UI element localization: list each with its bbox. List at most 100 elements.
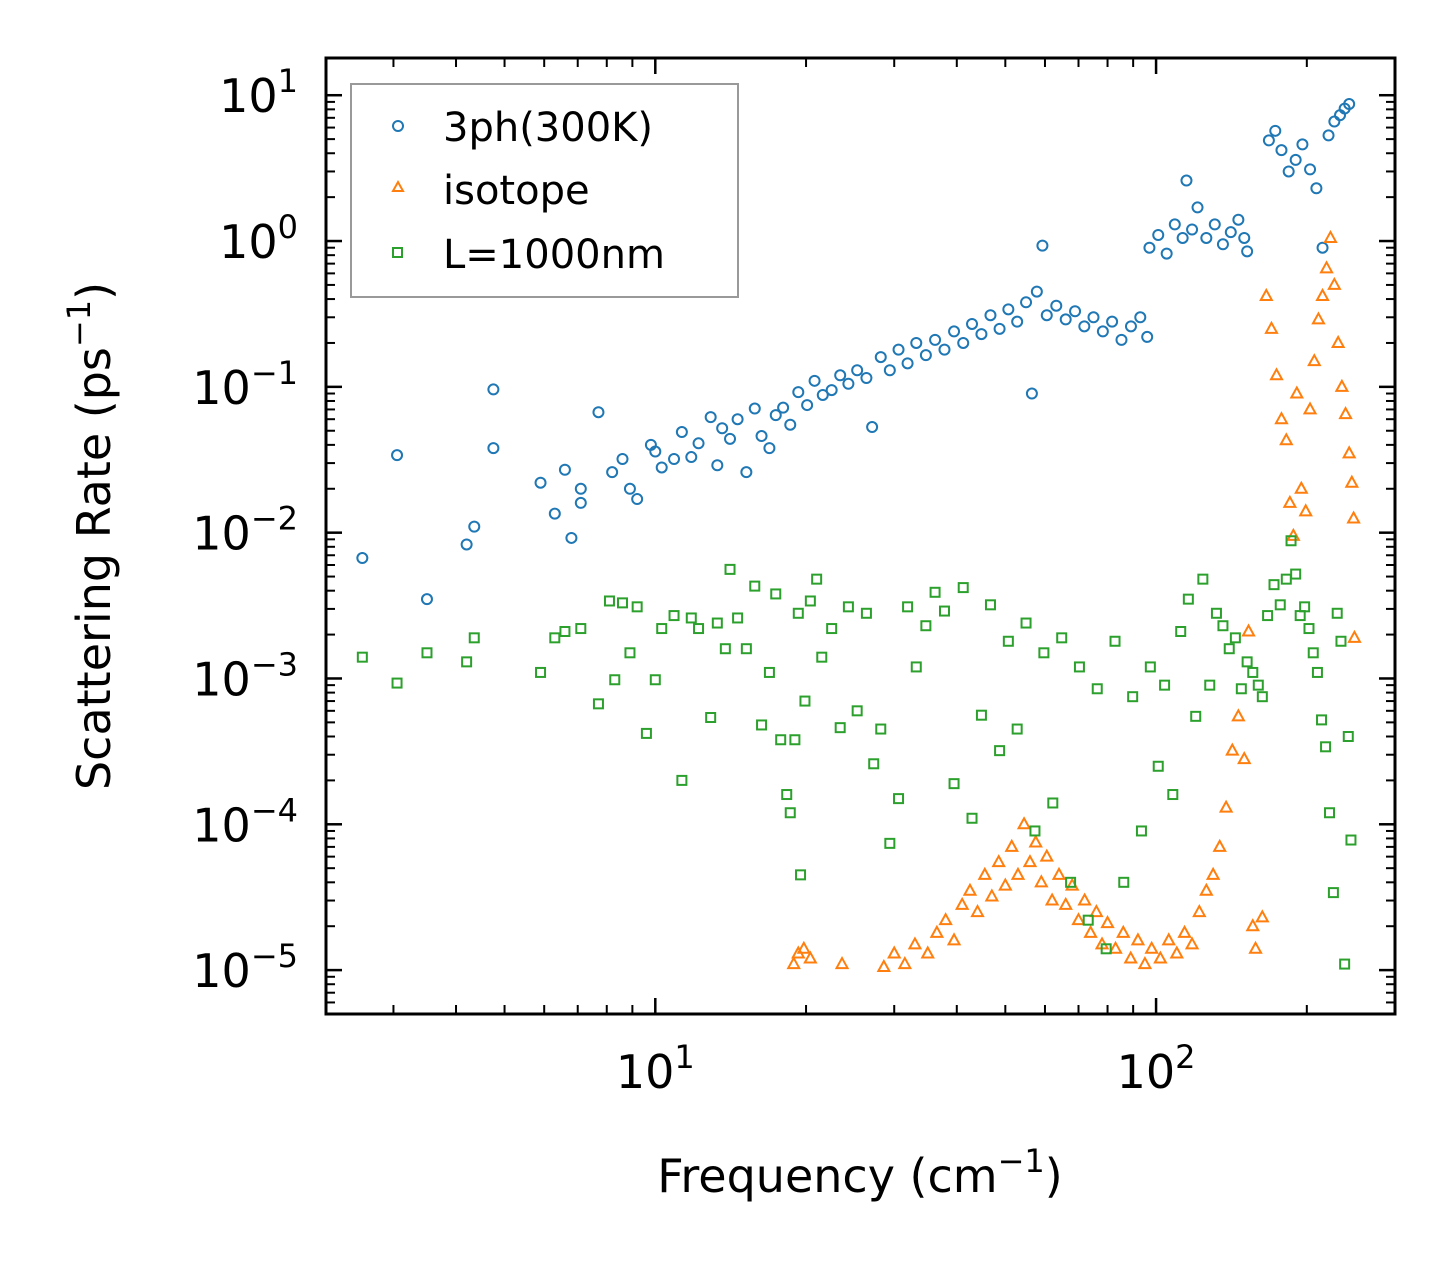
data-point [1039, 848, 1054, 862]
data-point [1304, 163, 1317, 176]
data-point [749, 580, 761, 592]
data-point [860, 607, 872, 619]
data-point [1225, 742, 1240, 756]
data-point [938, 912, 953, 926]
data-point [549, 632, 561, 644]
data-point [792, 607, 804, 619]
data-point [977, 866, 993, 880]
data-point [487, 442, 500, 455]
data-point [1252, 679, 1264, 691]
data-point [1186, 223, 1199, 236]
data-point [1335, 635, 1347, 647]
data-point [1330, 334, 1346, 348]
data-point [1334, 378, 1350, 392]
data-point [487, 383, 500, 396]
data-point [1175, 625, 1187, 637]
data-point [1144, 940, 1159, 954]
data-point [883, 364, 896, 377]
data-point [676, 774, 688, 786]
data-point [984, 309, 997, 322]
data-point [1247, 666, 1259, 678]
data-point [975, 328, 988, 341]
data-point [1279, 432, 1294, 446]
data-point [1025, 387, 1038, 400]
data-point [1268, 579, 1280, 591]
data-point [748, 402, 761, 415]
series-0 [356, 98, 1356, 606]
data-point [868, 758, 880, 770]
data-point [1282, 494, 1298, 508]
data-point [1286, 527, 1301, 541]
data-point [606, 466, 619, 479]
data-point [1264, 320, 1279, 334]
data-point [1269, 367, 1284, 381]
data-point [624, 647, 636, 659]
data-point [719, 643, 731, 655]
data-point [929, 924, 945, 938]
data-point [716, 422, 729, 435]
x-tick-label: 101 [616, 1038, 695, 1099]
data-point [1331, 607, 1343, 619]
data-point [1161, 932, 1176, 946]
data-point [884, 837, 896, 849]
data-point [1342, 731, 1354, 743]
data-point [875, 723, 887, 735]
data-point [1115, 333, 1128, 346]
data-point [962, 882, 978, 896]
data-point [1144, 661, 1156, 673]
data-point [356, 552, 369, 565]
data-point [803, 950, 818, 964]
data-point [1302, 401, 1318, 415]
data-point [1177, 924, 1192, 938]
data-point [649, 445, 662, 458]
data-point [1269, 124, 1282, 137]
data-point [770, 588, 782, 600]
data-point [920, 945, 935, 959]
data-point [1344, 474, 1360, 488]
data-point [574, 496, 587, 509]
data-point [1224, 226, 1237, 239]
data-point [1168, 218, 1181, 231]
data-point [1118, 876, 1130, 888]
data-point [468, 632, 480, 644]
legend-entry-isotope: isotope [391, 168, 590, 214]
data-point [1274, 599, 1286, 611]
data-point [1289, 153, 1302, 166]
data-point [1232, 213, 1245, 226]
y-tick-label: 10−5 [192, 937, 298, 998]
data-point [711, 617, 723, 629]
legend-marker-square-icon [392, 247, 403, 258]
data-point [1315, 287, 1330, 301]
data-point [994, 745, 1006, 757]
data-point [1135, 825, 1147, 837]
y-tick-label: 10−1 [192, 354, 298, 415]
data-point [1152, 760, 1164, 772]
data-point [966, 812, 978, 824]
data-point [1310, 182, 1323, 195]
x-axis-title: Frequency (cm−1) [657, 1142, 1062, 1203]
data-point [1109, 635, 1121, 647]
data-point [574, 482, 587, 495]
data-point [1190, 710, 1202, 722]
data-point [1229, 632, 1241, 644]
data-point [1327, 887, 1339, 899]
data-point [910, 336, 923, 349]
data-point [391, 449, 404, 462]
series-2 [356, 535, 1357, 970]
data-point [1010, 866, 1026, 880]
data-point [548, 507, 561, 520]
data-point [1116, 924, 1131, 938]
data-point [1022, 854, 1038, 868]
legend-label-l1000nm: L=1000nm [443, 232, 665, 278]
data-point [711, 459, 724, 472]
data-point [876, 958, 892, 973]
data-point [991, 854, 1006, 868]
data-point [740, 466, 753, 479]
legend: 3ph(300K) isotope L=1000nm [350, 83, 739, 298]
data-point [801, 399, 814, 412]
data-point [948, 778, 960, 790]
data-point [603, 595, 615, 607]
data-point [640, 727, 652, 739]
data-point [1345, 834, 1357, 846]
data-point [775, 734, 787, 746]
